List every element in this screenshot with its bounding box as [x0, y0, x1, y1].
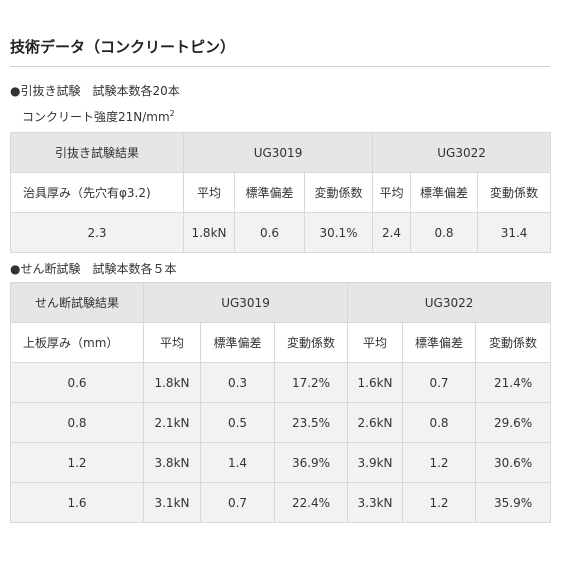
pull-subheader-row: 治具厚み（先穴有φ3.2) 平均 標準偏差 変動係数 平均 標準偏差 変動係数	[10, 172, 552, 213]
shear-ug3022-cv: 30.6%	[475, 442, 552, 483]
shear-test-heading: ●せん断試験 試験本数各５本	[10, 262, 177, 276]
shear-product-ug3022: UG3022	[347, 282, 552, 323]
shear-ug3022-mean: 3.9kN	[347, 442, 404, 483]
shear-ug3019-stdev: 0.5	[200, 402, 275, 443]
shear-ug3019-mean: 3.8kN	[143, 442, 201, 483]
table-row: 1.6 3.1kN 0.7 22.4% 3.3kN 1.2 35.9%	[10, 482, 552, 523]
pull-ug3022-stdev-header: 標準偏差	[410, 172, 479, 213]
pull-header-row: 引抜き試験結果 UG3019 UG3022	[10, 132, 552, 173]
shear-ug3019-cv: 22.4%	[273, 482, 349, 523]
table-row: 0.6 1.8kN 0.3 17.2% 1.6kN 0.7 21.4%	[10, 362, 552, 403]
pull-ug3022-cv: 31.4	[477, 212, 552, 253]
shear-ug3022-stdev-header: 標準偏差	[402, 322, 477, 363]
shear-subheader-row: 上板厚み（mm） 平均 標準偏差 変動係数 平均 標準偏差 変動係数	[10, 322, 552, 363]
shear-row-label: 上板厚み（mm）	[10, 322, 144, 363]
condition-text: コンクリート強度21N/mm	[22, 110, 170, 124]
pull-product-ug3019: UG3019	[182, 132, 374, 173]
pull-ug3019-mean-header: 平均	[183, 172, 235, 213]
pull-ug3022-mean-header: 平均	[372, 172, 412, 213]
shear-ug3019-mean-header: 平均	[143, 322, 201, 363]
page-title: 技術データ（コンクリートピン）	[10, 38, 236, 56]
shear-ug3022-stdev: 0.7	[402, 362, 477, 403]
pull-ug3022-stdev: 0.8	[410, 212, 479, 253]
shear-ug3019-mean: 2.1kN	[143, 402, 201, 443]
shear-ug3022-cv: 21.4%	[475, 362, 552, 403]
shear-ug3022-mean-header: 平均	[347, 322, 404, 363]
shear-ug3019-mean: 1.8kN	[143, 362, 201, 403]
shear-ug3019-cv: 17.2%	[273, 362, 349, 403]
pull-ug3019-cv: 30.1%	[303, 212, 374, 253]
pull-test-heading: ●引抜き試験 試験本数各20本	[10, 84, 180, 98]
pull-ug3019-mean: 1.8kN	[183, 212, 235, 253]
pull-ug3022-mean: 2.4	[372, 212, 412, 253]
pull-ug3022-cv-header: 変動係数	[477, 172, 552, 213]
shear-product-ug3019: UG3019	[142, 282, 349, 323]
shear-ug3022-cv: 35.9%	[475, 482, 552, 523]
pull-row-label: 治具厚み（先穴有φ3.2)	[10, 172, 184, 213]
pull-thickness-cell: 2.3	[10, 212, 184, 253]
shear-ug3019-mean: 3.1kN	[143, 482, 201, 523]
shear-ug3019-stdev: 0.3	[200, 362, 275, 403]
pull-product-ug3022: UG3022	[372, 132, 552, 173]
shear-thickness-cell: 0.6	[10, 362, 144, 403]
condition-superscript: 2	[169, 109, 175, 118]
shear-ug3022-cv: 29.6%	[475, 402, 552, 443]
shear-ug3022-stdev: 1.2	[402, 482, 477, 523]
shear-thickness-cell: 0.8	[10, 402, 144, 443]
pull-ug3019-cv-header: 変動係数	[303, 172, 374, 213]
shear-ug3022-stdev: 0.8	[402, 402, 477, 443]
table-row: 2.3 1.8kN 0.6 30.1% 2.4 0.8 31.4	[10, 212, 552, 253]
pull-ug3019-stdev-header: 標準偏差	[234, 172, 305, 213]
shear-header-row: せん断試験結果 UG3019 UG3022	[10, 282, 552, 323]
shear-ug3022-stdev: 1.2	[402, 442, 477, 483]
shear-thickness-cell: 1.2	[10, 442, 144, 483]
shear-ug3019-stdev: 1.4	[200, 442, 275, 483]
shear-ug3019-stdev-header: 標準偏差	[200, 322, 275, 363]
shear-ug3022-mean: 1.6kN	[347, 362, 404, 403]
pull-test-table: 引抜き試験結果 UG3019 UG3022 治具厚み（先穴有φ3.2) 平均 標…	[10, 132, 552, 253]
shear-result-label: せん断試験結果	[10, 282, 144, 323]
pull-test-condition: コンクリート強度21N/mm2	[22, 108, 175, 125]
shear-ug3019-cv: 36.9%	[273, 442, 349, 483]
table-row: 1.2 3.8kN 1.4 36.9% 3.9kN 1.2 30.6%	[10, 442, 552, 483]
pull-result-label: 引抜き試験結果	[10, 132, 184, 173]
shear-ug3022-mean: 3.3kN	[347, 482, 404, 523]
shear-thickness-cell: 1.6	[10, 482, 144, 523]
title-divider	[10, 66, 550, 67]
shear-ug3022-mean: 2.6kN	[347, 402, 404, 443]
table-row: 0.8 2.1kN 0.5 23.5% 2.6kN 0.8 29.6%	[10, 402, 552, 443]
shear-ug3022-cv-header: 変動係数	[475, 322, 552, 363]
shear-test-table: せん断試験結果 UG3019 UG3022 上板厚み（mm） 平均 標準偏差 変…	[10, 282, 552, 523]
shear-ug3019-cv: 23.5%	[273, 402, 349, 443]
shear-ug3019-stdev: 0.7	[200, 482, 275, 523]
pull-ug3019-stdev: 0.6	[234, 212, 305, 253]
shear-ug3019-cv-header: 変動係数	[273, 322, 349, 363]
